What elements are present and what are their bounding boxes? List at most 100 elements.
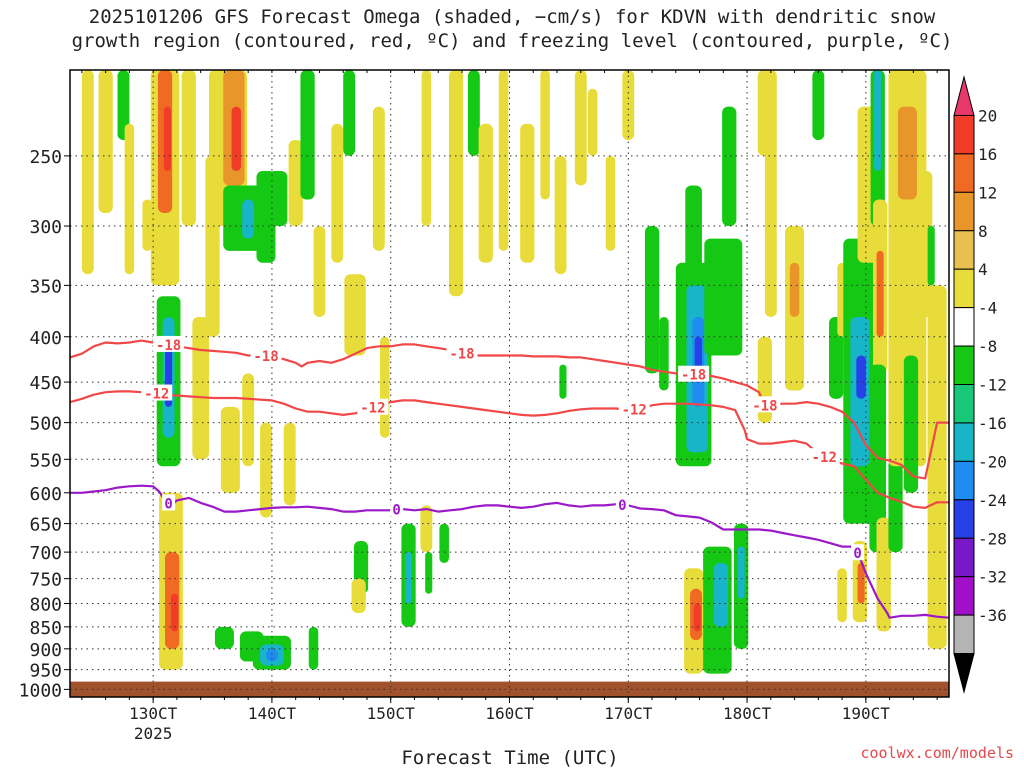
x-tick-sublabel-year: 2025 (134, 724, 173, 743)
colorbar-swatch (953, 537, 975, 578)
omega-shade-cell (903, 355, 919, 493)
omega-shade-cell (439, 523, 449, 563)
contour-label-background (162, 494, 176, 511)
omega-shade-cell (124, 123, 135, 275)
contour-label--18: -18 (156, 338, 181, 354)
omega-shade-cell (829, 317, 844, 399)
y-tick-label: 400 (29, 328, 62, 349)
colorbar-swatch (953, 268, 975, 309)
omega-shade-cell (540, 70, 550, 200)
omega-shade-cell (789, 262, 800, 318)
y-tick-label: 350 (29, 276, 62, 297)
contour-label--18: -18 (681, 368, 706, 384)
colorbar-swatch (953, 614, 975, 655)
colorbar-level-label: 20 (978, 106, 997, 125)
omega-shade-cell (837, 568, 847, 623)
colorbar-bottom-triangle (953, 653, 975, 694)
contour-label-0: 0 (618, 498, 626, 514)
contour-label-background (153, 335, 185, 352)
contour-label--18: -18 (253, 349, 278, 365)
omega-shade-cell (644, 226, 660, 374)
contour-label-background (808, 448, 840, 465)
omega-shade-cell (737, 546, 745, 599)
colorbar-swatch (953, 576, 975, 616)
omega-shade-cell (897, 106, 917, 200)
omega-shade-cell (605, 155, 616, 251)
omega-shade-cell (425, 552, 433, 594)
y-tick-label: 550 (29, 450, 62, 471)
y-tick-label: 300 (29, 217, 62, 238)
omega-shade-cell (812, 70, 825, 141)
contour-label-background (357, 398, 389, 415)
omega-shade-cell (659, 317, 669, 391)
omega-shade-cell (467, 70, 480, 156)
colorbar-level-label: 8 (978, 222, 988, 241)
y-tick-label: 800 (29, 595, 62, 616)
omega-shade-cell (98, 70, 113, 213)
omega-shade-cell (856, 355, 866, 399)
colorbar-top-triangle (953, 75, 975, 116)
contour-label-0: 0 (164, 496, 172, 512)
omega-shade-cell (888, 459, 903, 553)
omega-shade-cell (404, 552, 413, 604)
omega-colorbar: 20 16 12 8 4 -4 -8 -12 -16 -20 -24 -28 -32 -36 (953, 75, 1007, 694)
contour-label-background (141, 384, 173, 401)
omega-shade-cell (231, 106, 242, 171)
contour-line-0 (70, 484, 949, 619)
omega-shade-cell (764, 70, 777, 318)
colorbar-level-label: -12 (978, 376, 1007, 395)
contour-labels-layer: -18 -18 -18 -18 -18 -12 -12 -12 -12 0 0 0 0 (141, 335, 865, 562)
contour-line--18 (70, 339, 949, 480)
omega-shade-cell (170, 593, 179, 632)
x-axis-label: Forecast Time (UTC) (401, 747, 618, 768)
colorbar-level-label: 4 (978, 260, 988, 279)
omega-shade-cell (622, 70, 635, 141)
omega-shading-layer (81, 70, 947, 674)
y-tick-label: 750 (29, 570, 62, 591)
omega-shade-cell (181, 70, 196, 227)
omega-shade-cell (448, 70, 464, 297)
omega-shade-cell (857, 562, 865, 604)
colorbar-level-label: -32 (978, 568, 1007, 587)
omega-shade-cell (874, 70, 882, 171)
y-tick-label: 950 (29, 661, 62, 682)
colorbar-swatch (953, 422, 975, 462)
x-tick-label: 130CT (129, 704, 178, 723)
colorbar-level-label: -20 (978, 452, 1007, 471)
x-tick-label: 160CT (485, 704, 534, 723)
omega-shade-cell (283, 422, 296, 506)
omega-shade-cell (163, 106, 171, 171)
omega-shade-cell (704, 238, 743, 356)
omega-shade-cell (478, 123, 493, 263)
colorbar-swatch (953, 499, 975, 539)
colorbar-swatch (953, 307, 975, 347)
omega-shade-cell (192, 317, 209, 460)
dotted-grid-lines (70, 70, 949, 697)
y-tick-label: 600 (29, 484, 62, 505)
omega-shade-cell (220, 406, 240, 493)
y-tick-label: 250 (29, 147, 62, 168)
omega-shade-cell (260, 422, 272, 518)
omega-shade-cell (214, 626, 234, 649)
omega-shade-cell (242, 373, 255, 467)
omega-shade-cell (420, 505, 433, 553)
omega-shade-cell (554, 155, 567, 275)
omega-shade-cell (288, 140, 303, 227)
contour-label-background (678, 365, 710, 382)
omega-shade-cell (927, 285, 947, 649)
y-tick-label: 500 (29, 414, 62, 435)
contour-label--12: -12 (144, 387, 169, 403)
colorbar-level-label: -16 (978, 414, 1007, 433)
x-tick-label: 190CT (842, 704, 891, 723)
omega-shade-cell (300, 70, 315, 200)
omega-shade-cell (587, 88, 598, 156)
contour-label-background (618, 400, 650, 417)
colorbar-swatch (953, 153, 975, 193)
omega-shade-cell (81, 70, 94, 275)
y-tick-label: 450 (29, 373, 62, 394)
omega-shade-cell (268, 170, 288, 227)
contour-label-background (749, 396, 781, 413)
